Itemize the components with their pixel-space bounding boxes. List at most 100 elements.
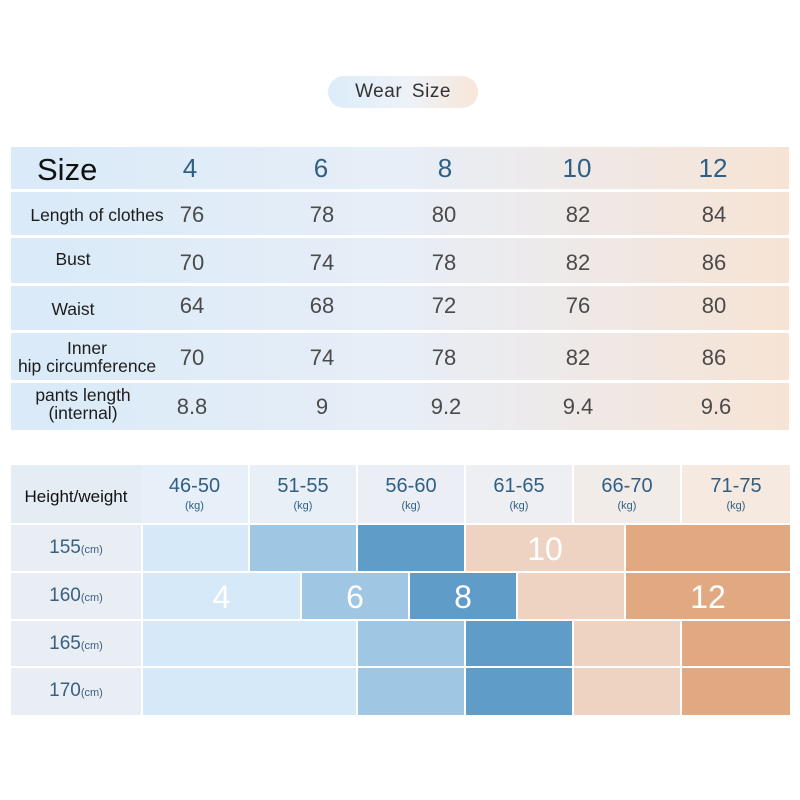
height-unit: (cm) <box>80 687 103 699</box>
table-cell: 76 <box>179 202 205 227</box>
size-8-block <box>466 621 572 666</box>
weight-range: 61-65 <box>493 475 545 497</box>
height-weight-label: Height/weight <box>24 487 128 506</box>
height-weight-table: Height/weight 46-50 (kg) 51-55 (kg) 56-6… <box>11 465 790 715</box>
row-label-bust: Bust <box>55 249 91 269</box>
table-cell: 9.6 <box>700 394 732 419</box>
weight-range: 71-75 <box>710 475 762 497</box>
size-4-block: 4 <box>143 573 300 619</box>
size-8-label: 8 <box>454 579 472 615</box>
size-6-block <box>358 668 464 715</box>
size-12-block <box>682 668 790 715</box>
height-unit: (cm) <box>80 592 103 604</box>
size-col-10: 10 <box>562 153 592 183</box>
weight-col-header: 46-50 (kg) <box>141 465 248 523</box>
table-cell: 9.4 <box>562 394 594 419</box>
table-cell: 86 <box>701 345 727 370</box>
weight-unit: (kg) <box>185 500 204 512</box>
row-label-hip: hip circumference <box>17 356 157 376</box>
size-6-block <box>358 621 464 666</box>
wear-size-title: Wear Size <box>328 76 478 108</box>
size-8-block <box>358 525 464 571</box>
table-cell: 86 <box>701 250 727 275</box>
size-header-label: Size <box>37 152 98 187</box>
height-unit: (cm) <box>80 640 103 652</box>
size-12-block: 12 <box>626 573 790 619</box>
table-cell: 78 <box>431 250 457 275</box>
table-cell: 8.8 <box>176 394 208 419</box>
weight-col-header: 56-60 (kg) <box>358 465 464 523</box>
weight-unit: (kg) <box>293 500 313 512</box>
weight-range: 56-60 <box>385 475 437 497</box>
height-row-label: 170(cm) <box>11 668 141 715</box>
size-col-8: 8 <box>437 153 453 183</box>
size-4-block <box>143 621 356 666</box>
row-label-internal: (internal) <box>48 403 118 423</box>
weight-col-header: 61-65 (kg) <box>466 465 572 523</box>
table-cell: 72 <box>431 293 457 318</box>
size-12-label: 12 <box>690 579 726 615</box>
size-measurement-table: Size 4 6 8 10 12 Length of clothes 76 78… <box>11 147 789 430</box>
weight-range: 66-70 <box>601 475 653 497</box>
height-value: 160 <box>49 585 81 606</box>
height-value: 155 <box>49 537 81 558</box>
row-divider <box>11 330 789 333</box>
height-value: 170 <box>49 680 81 701</box>
height-weight-header: Height/weight <box>11 465 141 523</box>
size-6-block <box>250 525 356 571</box>
row-label-waist: Waist <box>51 299 95 319</box>
table-cell: 82 <box>565 345 591 370</box>
height-row-label: 165(cm) <box>11 621 141 666</box>
table-cell: 74 <box>309 250 335 275</box>
table-cell: 78 <box>431 345 457 370</box>
table-cell: 64 <box>179 293 205 318</box>
size-10-block <box>574 621 680 666</box>
table-cell: 80 <box>701 293 727 318</box>
size-12-block <box>626 525 790 571</box>
weight-col-header: 66-70 (kg) <box>574 465 680 523</box>
size-10-label: 10 <box>527 531 563 567</box>
height-row-label: 155(cm) <box>11 525 141 571</box>
row-divider <box>11 283 789 286</box>
height-value: 165 <box>49 633 81 654</box>
table-cell: 70 <box>179 345 205 370</box>
size-col-6: 6 <box>313 153 329 183</box>
row-divider <box>11 235 789 238</box>
row-label-pants: pants length <box>35 385 131 405</box>
size-col-4: 4 <box>182 153 198 183</box>
size-4-block <box>143 668 356 715</box>
table-cell: 68 <box>309 293 335 318</box>
table-cell: 70 <box>179 250 205 275</box>
size-12-block <box>682 621 790 666</box>
weight-unit: (kg) <box>509 500 529 512</box>
table-cell: 9 <box>315 394 329 419</box>
size-8-block <box>466 668 572 715</box>
size-10-block: 10 <box>466 525 624 571</box>
weight-range: 51-55 <box>277 475 329 497</box>
row-label-length: Length of clothes <box>30 205 164 225</box>
table-cell: 74 <box>309 345 335 370</box>
size-6-label: 6 <box>346 579 364 615</box>
size-10-block <box>518 573 624 619</box>
height-row-label: 160(cm) <box>11 573 141 619</box>
table-cell: 9.2 <box>430 394 462 419</box>
weight-unit: (kg) <box>726 500 746 512</box>
size-8-block: 8 <box>410 573 516 619</box>
table-cell: 80 <box>431 202 457 227</box>
row-label-inner: Inner <box>67 338 107 358</box>
weight-unit: (kg) <box>617 500 637 512</box>
table-cell: 76 <box>565 293 591 318</box>
weight-unit: (kg) <box>401 500 421 512</box>
weight-range: 46-50 <box>168 475 221 497</box>
table-cell: 82 <box>565 202 591 227</box>
weight-col-header: 51-55 (kg) <box>250 465 356 523</box>
row-divider <box>11 380 789 383</box>
table-cell: 78 <box>309 202 335 227</box>
size-10-block <box>574 668 680 715</box>
height-unit: (cm) <box>80 544 103 556</box>
row-divider <box>11 189 789 192</box>
size-4-label: 4 <box>212 579 231 615</box>
weight-col-header: 71-75 (kg) <box>682 465 790 523</box>
table-cell: 82 <box>565 250 591 275</box>
size-col-12: 12 <box>698 153 728 183</box>
